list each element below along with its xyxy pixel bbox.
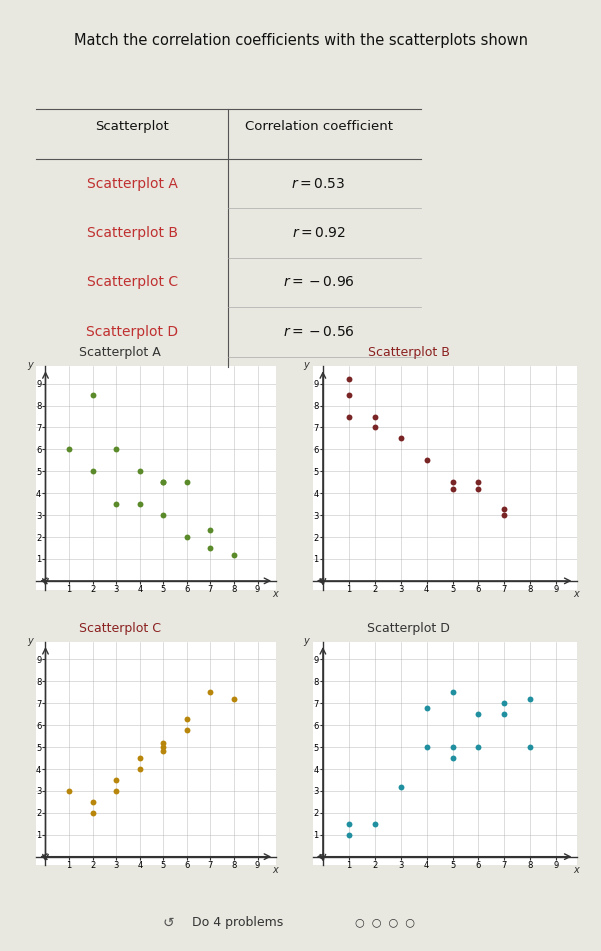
Point xyxy=(474,740,483,755)
Text: $r=-0.56$: $r=-0.56$ xyxy=(282,325,355,339)
Text: $y$: $y$ xyxy=(27,360,35,372)
Point xyxy=(88,464,97,479)
Point xyxy=(448,685,457,700)
Point xyxy=(474,475,483,490)
Point xyxy=(111,784,121,799)
Point xyxy=(111,442,121,457)
Point xyxy=(229,691,239,707)
Point xyxy=(206,540,215,555)
Text: Scatterplot B: Scatterplot B xyxy=(87,226,178,240)
Point xyxy=(64,784,74,799)
Point xyxy=(525,740,535,755)
Point xyxy=(206,523,215,538)
Point xyxy=(159,508,168,523)
Text: ↺: ↺ xyxy=(162,916,174,929)
Point xyxy=(159,740,168,755)
Point xyxy=(344,827,353,843)
Point xyxy=(135,762,145,777)
Point xyxy=(448,750,457,766)
Point xyxy=(525,691,535,707)
Point xyxy=(448,481,457,496)
Point xyxy=(88,794,97,809)
Point xyxy=(474,707,483,722)
Text: Scatterplot C: Scatterplot C xyxy=(79,622,161,635)
Point xyxy=(344,409,353,424)
Text: Scatterplot A: Scatterplot A xyxy=(79,346,161,359)
Point xyxy=(135,464,145,479)
Text: Do 4 problems: Do 4 problems xyxy=(192,916,284,929)
Text: $x$: $x$ xyxy=(272,864,281,875)
Point xyxy=(206,685,215,700)
Text: Scatterplot D: Scatterplot D xyxy=(86,325,178,339)
Text: $y$: $y$ xyxy=(304,360,311,372)
Point xyxy=(499,508,509,523)
Point xyxy=(182,711,192,727)
Point xyxy=(370,420,380,436)
Text: Scatterplot: Scatterplot xyxy=(96,120,169,133)
Text: Scatterplot D: Scatterplot D xyxy=(367,622,450,635)
Text: ○  ○  ○  ○: ○ ○ ○ ○ xyxy=(355,918,415,927)
Text: $x$: $x$ xyxy=(272,589,281,599)
Point xyxy=(64,442,74,457)
Text: $r=0.53$: $r=0.53$ xyxy=(291,177,346,190)
Text: $x$: $x$ xyxy=(573,864,581,875)
Point xyxy=(229,547,239,562)
Point xyxy=(370,409,380,424)
Text: $y$: $y$ xyxy=(27,636,35,648)
Point xyxy=(159,475,168,490)
Point xyxy=(159,744,168,759)
Point xyxy=(448,740,457,755)
Point xyxy=(159,475,168,490)
Point xyxy=(135,750,145,766)
Text: $r=0.92$: $r=0.92$ xyxy=(291,226,346,240)
Point xyxy=(344,372,353,387)
Point xyxy=(344,387,353,402)
Point xyxy=(422,700,432,715)
Point xyxy=(111,772,121,787)
Text: Scatterplot C: Scatterplot C xyxy=(87,276,178,289)
Point xyxy=(448,475,457,490)
Point xyxy=(344,816,353,831)
Text: Correlation coefficient: Correlation coefficient xyxy=(245,120,392,133)
Text: Scatterplot A: Scatterplot A xyxy=(87,177,178,190)
Text: $x$: $x$ xyxy=(573,589,581,599)
Point xyxy=(182,722,192,737)
Text: Scatterplot B: Scatterplot B xyxy=(368,346,450,359)
Point xyxy=(499,501,509,516)
Point xyxy=(135,496,145,512)
Point xyxy=(370,816,380,831)
Text: $r=-0.96$: $r=-0.96$ xyxy=(282,276,355,289)
Point xyxy=(182,475,192,490)
Point xyxy=(159,735,168,750)
Point xyxy=(499,707,509,722)
Point xyxy=(111,496,121,512)
Point xyxy=(88,387,97,402)
Point xyxy=(182,530,192,545)
Point xyxy=(396,431,406,446)
Point xyxy=(88,805,97,821)
Point xyxy=(422,453,432,468)
Point xyxy=(499,696,509,711)
Point xyxy=(396,779,406,794)
Point xyxy=(422,740,432,755)
Text: Match the correlation coefficients with the scatterplots shown: Match the correlation coefficients with … xyxy=(73,33,528,49)
Point xyxy=(474,481,483,496)
Text: $y$: $y$ xyxy=(304,636,311,648)
